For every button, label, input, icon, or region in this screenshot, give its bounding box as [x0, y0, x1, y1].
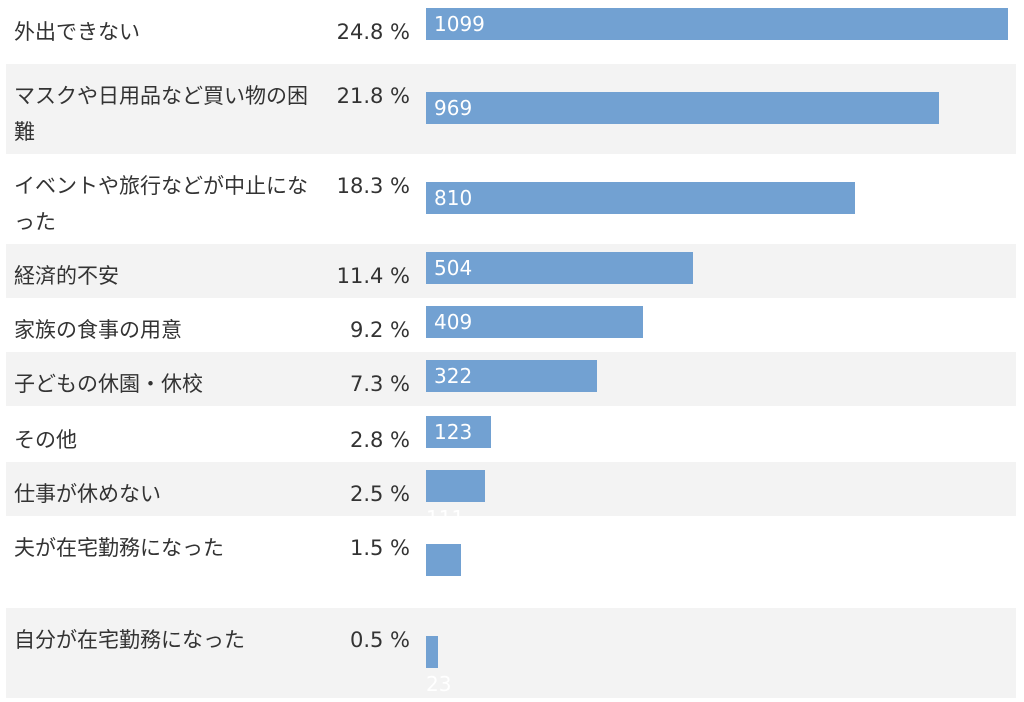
percent-label: 1.5 %: [349, 536, 410, 560]
chart-row: 夫が在宅勤務になった 1.5 %: [6, 516, 1016, 608]
percent-label: 2.5 %: [349, 482, 410, 506]
value-label: 23: [426, 672, 452, 696]
category-label: 仕事が休めない: [14, 482, 161, 506]
percent-label: 9.2 %: [349, 318, 410, 342]
value-label: 409: [434, 310, 473, 334]
bar: [426, 470, 485, 502]
chart-row: 家族の食事の用意 9.2 % 409: [6, 298, 1016, 352]
chart-row: 経済的不安 11.4 % 504: [6, 244, 1016, 298]
category-label: その他: [14, 428, 77, 452]
percent-label: 7.3 %: [349, 372, 410, 396]
value-label: 123: [434, 420, 473, 444]
chart-row: 外出できない 24.8 % 1099: [6, 0, 1016, 54]
value-label: 322: [434, 364, 473, 388]
bar: [426, 182, 855, 214]
percent-label: 0.5 %: [349, 628, 410, 652]
chart-row: イベントや旅行などが中止になった 18.3 % 810: [6, 154, 1016, 244]
chart-row: マスクや日用品など買い物の困難 21.8 % 969: [6, 64, 1016, 154]
bar: [426, 544, 461, 576]
value-label: 1099: [434, 12, 485, 36]
category-label: イベントや旅行などが中止になった: [14, 174, 308, 234]
chart-row: その他 2.8 % 123: [6, 408, 1016, 462]
category-label: 子どもの休園・休校: [14, 372, 203, 396]
category-label: マスクや日用品など買い物の困難: [14, 84, 308, 144]
bar: [426, 636, 439, 668]
value-label: 810: [434, 186, 473, 210]
category-label: 自分が在宅勤務になった: [14, 628, 245, 652]
bar: [426, 416, 492, 448]
percent-label: 24.8 %: [336, 20, 410, 44]
bar: [426, 8, 1008, 40]
value-label: 504: [434, 256, 473, 280]
category-label: 夫が在宅勤務になった: [14, 536, 224, 560]
chart-row: 子どもの休園・休校 7.3 % 322: [6, 352, 1016, 406]
category-label: 家族の食事の用意: [14, 318, 182, 342]
category-label: 外出できない: [14, 20, 140, 44]
percent-label: 11.4 %: [336, 264, 410, 288]
chart-row: 仕事が休めない 2.5 % 111: [6, 462, 1016, 530]
bar: [426, 252, 693, 284]
category-label: 経済的不安: [14, 264, 119, 288]
value-label: 969: [434, 96, 473, 120]
percent-label: 21.8 %: [336, 84, 410, 108]
value-label: 111: [426, 506, 465, 530]
chart-row: 自分が在宅勤務になった 0.5 % 23: [6, 608, 1016, 698]
bar: [426, 360, 597, 392]
percent-label: 2.8 %: [349, 428, 410, 452]
bar: [426, 92, 940, 124]
percent-label: 18.3 %: [336, 174, 410, 198]
bar: [426, 306, 643, 338]
